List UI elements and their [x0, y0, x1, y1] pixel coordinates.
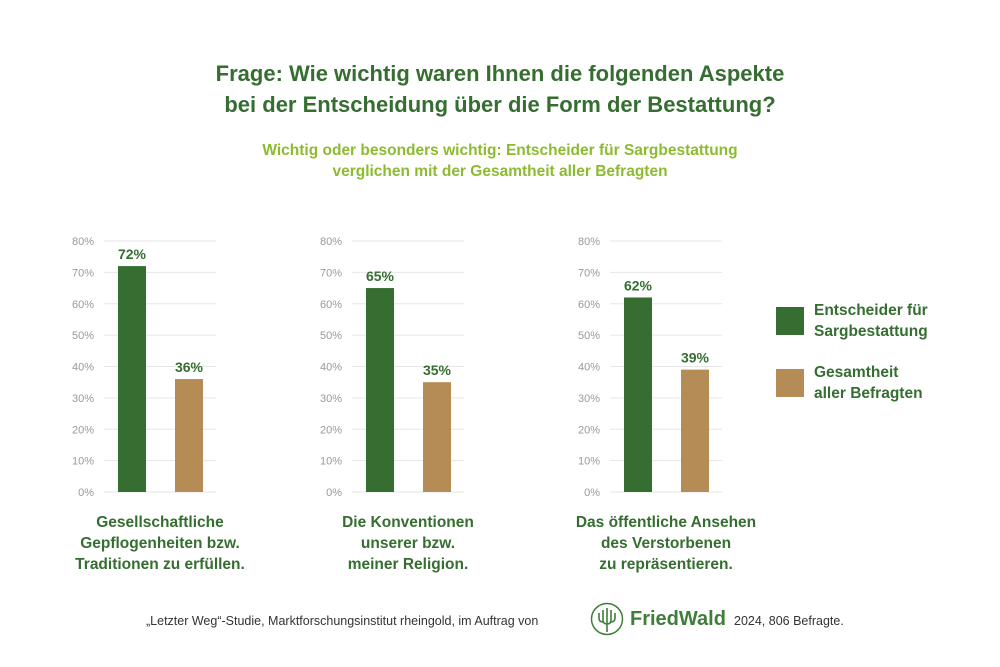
y-tick-label: 60% [72, 299, 94, 311]
page-title: Frage: Wie wichtig waren Ihnen die folge… [215, 61, 785, 117]
y-tick-label: 70% [578, 267, 600, 279]
category-label-3: Das öffentliche Ansehen des Verstorbenen z… [575, 514, 757, 573]
legend-swatch-tan [776, 369, 804, 397]
y-tick-label: 30% [320, 393, 342, 405]
y-tick-label: 80% [578, 236, 600, 248]
y-tick-label: 10% [72, 456, 94, 468]
y-tick-label: 20% [72, 424, 94, 436]
data-label: 62% [624, 277, 653, 293]
y-tick-label: 80% [72, 236, 94, 248]
bar-gesamtheit [175, 379, 203, 492]
data-label: 39% [681, 350, 710, 366]
y-tick-label: 60% [320, 299, 342, 311]
data-label: 72% [118, 246, 147, 262]
data-label: 36% [175, 359, 204, 375]
y-tick-label: 80% [320, 236, 342, 248]
y-tick-label: 0% [326, 487, 342, 499]
legend-item-gesamtheit: Gesamtheit aller Befragten [776, 362, 923, 404]
y-tick-label: 70% [320, 267, 342, 279]
data-label: 35% [423, 362, 452, 378]
bar-gesamtheit [681, 369, 709, 492]
bar-gesamtheit [423, 382, 451, 492]
y-tick-label: 10% [320, 456, 342, 468]
sample-note: 2024, 806 Befragte. [734, 614, 844, 628]
category-label-1: Gesellschaftliche Gepflogenheiten bzw. Tra… [75, 514, 245, 573]
bar-entscheider [366, 288, 394, 492]
legend-item-entscheider: Entscheider für Sargbestattung [776, 300, 928, 342]
y-tick-label: 30% [578, 393, 600, 405]
bar-entscheider [624, 297, 652, 492]
y-tick-label: 50% [320, 330, 342, 342]
subtitle: Wichtig oder besonders wichtig: Entschei… [262, 142, 738, 180]
category-label-2: Die Konventionen unserer bzw. meiner Relig… [342, 514, 474, 573]
source-note: „Letzter Weg“-Studie, Marktforschungsins… [146, 614, 539, 628]
bar-entscheider [118, 266, 146, 492]
y-tick-label: 60% [578, 299, 600, 311]
y-tick-label: 30% [72, 393, 94, 405]
data-label: 65% [366, 268, 395, 284]
y-tick-label: 40% [320, 362, 342, 374]
y-tick-label: 10% [578, 456, 600, 468]
y-tick-label: 70% [72, 267, 94, 279]
y-tick-label: 40% [578, 362, 600, 374]
y-tick-label: 40% [72, 362, 94, 374]
y-tick-label: 50% [578, 330, 600, 342]
legend-swatch-green [776, 307, 804, 335]
y-tick-label: 20% [578, 424, 600, 436]
tree-icon [590, 602, 624, 636]
y-tick-label: 0% [78, 487, 94, 499]
friedwald-logo: FriedWald [590, 602, 726, 636]
y-tick-label: 20% [320, 424, 342, 436]
y-tick-label: 50% [72, 330, 94, 342]
y-tick-label: 0% [584, 487, 600, 499]
